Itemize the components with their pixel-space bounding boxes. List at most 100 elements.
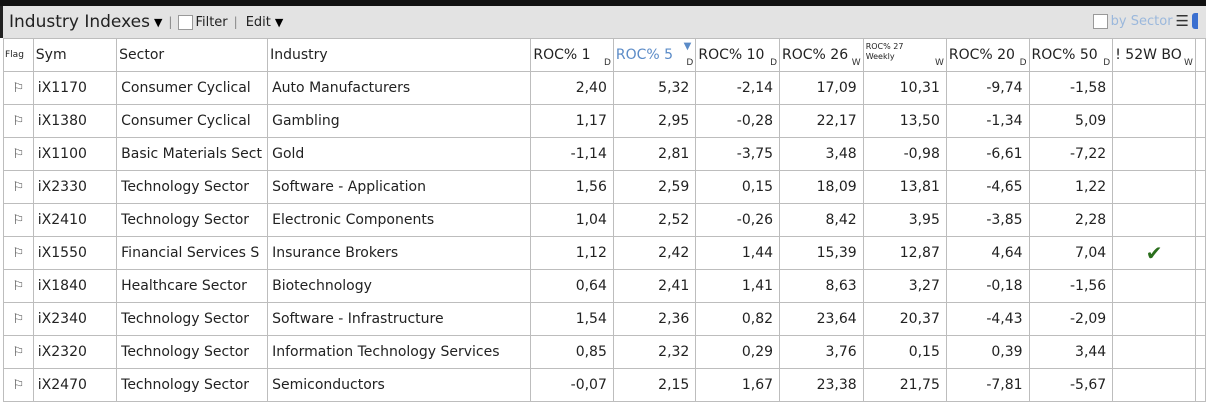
dropdown-arrow-icon[interactable]: ▼: [153, 15, 163, 29]
column-label: ROC% 1: [533, 47, 591, 63]
table-row[interactable]: ⚐ iX2410 Technology Sector Electronic Compo…: [3, 203, 1206, 237]
roc-cell: -5,67: [1028, 368, 1114, 402]
breakout-cell: [1112, 368, 1196, 402]
sector-cell: Consumer Cyclical: [116, 104, 269, 138]
overflow-cell: [1194, 302, 1206, 336]
symbol-cell[interactable]: iX2320: [32, 335, 118, 369]
column-header-roc-1[interactable]: ROC% 1 D: [530, 38, 614, 72]
by-sector-checkbox[interactable]: [1092, 13, 1108, 29]
flag-icon[interactable]: ⚐: [3, 335, 34, 369]
separator: |: [168, 15, 173, 29]
roc-cell: -0,28: [695, 104, 781, 138]
roc-cell: 8,42: [779, 203, 864, 237]
symbol-cell[interactable]: iX1550: [32, 236, 118, 270]
flag-icon[interactable]: ⚐: [3, 137, 34, 171]
by-sector-label[interactable]: by Sector: [1110, 13, 1173, 29]
filter-checkbox[interactable]: [178, 14, 194, 30]
symbol-cell[interactable]: iX1170: [32, 71, 118, 105]
flag-icon[interactable]: ⚐: [3, 71, 34, 105]
industry-cell: Gold: [267, 137, 532, 171]
symbol-cell[interactable]: iX2410: [32, 203, 118, 237]
sector-cell: Technology Sector: [116, 302, 269, 336]
flag-icon[interactable]: ⚐: [3, 302, 34, 336]
column-label: ROC% 27 Weekly: [865, 42, 904, 61]
column-unit: D: [686, 58, 694, 68]
roc-cell: -1,14: [530, 137, 614, 171]
table-row[interactable]: ⚐ iX1550 Financial Services S Insurance Bro…: [3, 236, 1206, 270]
symbol-cell[interactable]: iX1840: [32, 269, 118, 303]
flag-icon[interactable]: ⚐: [3, 236, 34, 270]
roc-cell: -1,34: [945, 104, 1030, 138]
table-row[interactable]: ⚐ iX1170 Consumer Cyclical Auto Manufacture…: [3, 71, 1206, 105]
filter-label[interactable]: Filter: [195, 14, 228, 30]
table-row[interactable]: ⚐ iX2470 Technology Sector Semiconductors -0…: [3, 368, 1206, 402]
column-header-roc-5[interactable]: ROC% 5 D ▼: [612, 38, 697, 72]
table-row[interactable]: ⚐ iX1840 Healthcare Sector Biotechnology 0,6…: [3, 269, 1206, 303]
roc-cell: -7,81: [945, 368, 1030, 402]
industry-cell: Information Technology Services: [267, 335, 532, 369]
column-label: Industry: [270, 47, 328, 63]
roc-cell: 7,04: [1028, 236, 1114, 270]
roc-cell: 2,36: [612, 302, 697, 336]
symbol-cell[interactable]: iX2330: [32, 170, 118, 204]
roc-cell: 2,95: [612, 104, 697, 138]
column-unit: W: [934, 58, 944, 68]
roc-cell: 1,67: [695, 368, 781, 402]
table-row[interactable]: ⚐ iX1380 Consumer Cyclical Gambling 1,17 2,95…: [3, 104, 1206, 138]
panel-button[interactable]: [1192, 13, 1198, 29]
roc-cell: 22,17: [779, 104, 864, 138]
roc-cell: -0,07: [530, 368, 614, 402]
column-header-flag[interactable]: Flag: [3, 38, 34, 72]
roc-cell: -2,09: [1028, 302, 1114, 336]
symbol-cell[interactable]: iX2470: [32, 368, 118, 402]
roc-cell: 0,85: [530, 335, 614, 369]
roc-cell: 3,76: [779, 335, 864, 369]
roc-cell: 13,50: [862, 104, 947, 138]
sector-cell: Technology Sector: [116, 368, 269, 402]
watchlist-title[interactable]: Industry Indexes: [9, 12, 150, 32]
table-row[interactable]: ⚐ iX2330 Technology Sector Software - Appli…: [3, 170, 1206, 204]
edit-dropdown-icon[interactable]: ▼: [274, 15, 284, 29]
flag-icon[interactable]: ⚐: [3, 203, 34, 237]
industry-table: Flag Sym Sector Industry ROC% 1 D ROC% 5 D ▼ ROC%…: [3, 38, 1206, 402]
overflow-cell: [1194, 104, 1206, 138]
table-row[interactable]: ⚐ iX2340 Technology Sector Software - Infra…: [3, 302, 1206, 336]
edit-menu[interactable]: Edit: [245, 14, 271, 30]
overflow-cell: [1194, 269, 1206, 303]
column-header-sector[interactable]: Sector: [116, 38, 269, 72]
flag-icon[interactable]: ⚐: [3, 368, 34, 402]
column-header-roc-20[interactable]: ROC% 20 D: [945, 38, 1030, 72]
roc-cell: 2,32: [612, 335, 697, 369]
column-header-industry[interactable]: Industry: [267, 38, 532, 72]
column-header-roc-26[interactable]: ROC% 26 W: [779, 38, 864, 72]
symbol-cell[interactable]: iX1100: [32, 137, 118, 171]
industry-cell: Electronic Components: [267, 203, 532, 237]
roc-cell: 13,81: [862, 170, 947, 204]
flag-icon[interactable]: ⚐: [3, 170, 34, 204]
column-header-52w-bo[interactable]: ! 52W BO W: [1112, 38, 1196, 72]
roc-cell: 3,44: [1028, 335, 1114, 369]
breakout-cell: [1112, 104, 1196, 138]
flag-icon[interactable]: ⚐: [3, 269, 34, 303]
table-row[interactable]: ⚐ iX1100 Basic Materials Sect Gold -1,14 2,81…: [3, 137, 1206, 171]
column-header-roc-27-weekly[interactable]: ROC% 27 Weekly W: [862, 38, 947, 72]
symbol-cell[interactable]: iX1380: [32, 104, 118, 138]
sort-descending-icon: ▼: [683, 41, 692, 52]
industry-cell: Software - Infrastructure: [267, 302, 532, 336]
column-header-sym[interactable]: Sym: [32, 38, 118, 72]
overflow-cell: [1194, 203, 1206, 237]
industry-cell: Semiconductors: [267, 368, 532, 402]
roc-cell: -3,75: [695, 137, 781, 171]
roc-cell: 23,64: [779, 302, 864, 336]
hamburger-icon[interactable]: ☰: [1175, 12, 1189, 30]
column-unit: W: [851, 58, 861, 68]
roc-cell: 18,09: [779, 170, 864, 204]
column-header-overflow[interactable]: [1194, 38, 1206, 72]
roc-cell: 0,64: [530, 269, 614, 303]
table-row[interactable]: ⚐ iX2320 Technology Sector Information Tech…: [3, 335, 1206, 369]
symbol-cell[interactable]: iX2340: [32, 302, 118, 336]
flag-icon[interactable]: ⚐: [3, 104, 34, 138]
column-header-roc-50[interactable]: ROC% 50 D: [1028, 38, 1114, 72]
column-header-roc-10[interactable]: ROC% 10 D: [695, 38, 781, 72]
breakout-cell: [1112, 137, 1196, 171]
